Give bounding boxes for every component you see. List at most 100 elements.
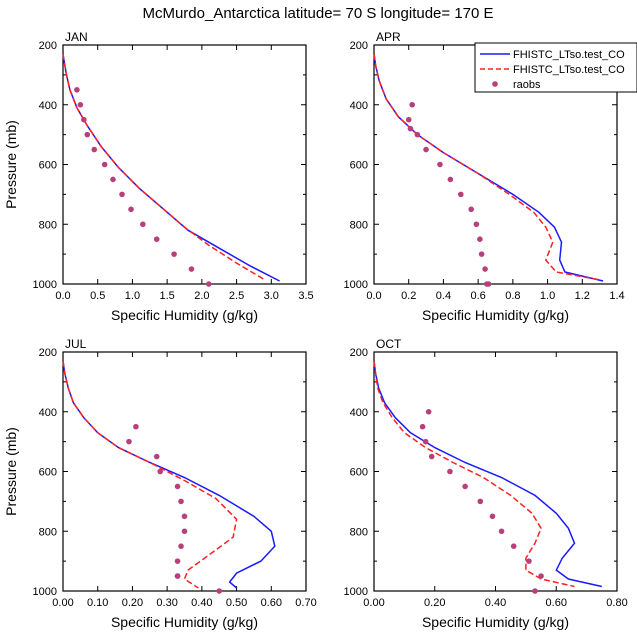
raobs-point: [485, 281, 492, 287]
legend-label-series1: FHISTC_LTso.test_CO: [513, 49, 625, 61]
raobs-point: [188, 266, 195, 272]
series-dashed-line: [373, 360, 575, 588]
raobs-point: [101, 161, 108, 168]
y-tick-label: 800: [350, 219, 368, 231]
raobs-point: [447, 468, 453, 475]
raobs-point: [153, 453, 160, 460]
x-tick-label: 0.20: [122, 597, 143, 609]
series-dashed-line: [62, 360, 238, 589]
legend-swatch-dots: [492, 81, 498, 87]
x-axis-title: Specific Humidity (g/kg): [111, 307, 258, 323]
x-tick-label: 3.0: [264, 290, 279, 302]
raobs-point: [422, 438, 429, 445]
x-tick-label: 0.2: [401, 290, 416, 302]
y-tick-label: 1000: [344, 586, 368, 598]
x-tick-label: 0.40: [485, 597, 506, 609]
series-dashed-line: [62, 53, 265, 281]
chart-panel-apr: APR 0.0 0.2 0.4 0.6 0.8 1.0 1.2 1.4 200 400 600 800 1…: [344, 30, 625, 323]
y-tick-label: 200: [350, 347, 368, 359]
raobs-point: [477, 236, 483, 242]
raobs-point: [457, 191, 464, 198]
x-axis-title: Specific Humidity (g/kg): [422, 614, 569, 630]
raobs-point: [414, 131, 421, 138]
x-tick-label: 1.5: [159, 290, 174, 302]
chart-panel-oct: OCT 0.00 0.20 0.40 0.60 0.80 200 400 600 800 1000 S…: [344, 337, 628, 630]
raobs-point: [174, 483, 181, 490]
x-tick-label: 0.6: [470, 290, 485, 302]
x-tick-label: 0.00: [363, 597, 384, 609]
x-tick-label: 0.60: [261, 597, 282, 609]
raobs-point: [110, 176, 116, 183]
series-solid-line: [62, 360, 276, 589]
x-axis-title: Specific Humidity (g/kg): [111, 614, 258, 630]
panel-label: OCT: [376, 337, 402, 351]
raobs-point: [171, 251, 177, 257]
y-axis-title: Pressure (mb): [3, 427, 19, 516]
raobs-point: [181, 513, 188, 520]
x-tick-label: 0.5: [90, 290, 105, 302]
y-tick-label: 200: [39, 347, 57, 359]
y-tick-label: 600: [39, 160, 57, 172]
raobs-point: [437, 161, 443, 168]
x-tick-label: 0.20: [424, 597, 445, 609]
raobs-point: [405, 116, 412, 123]
plot-frame: [62, 351, 307, 592]
x-tick-label: 0.40: [191, 597, 212, 609]
plot-frame: [62, 44, 307, 285]
y-tick-label: 400: [350, 100, 368, 112]
legend-box: [474, 42, 637, 93]
x-tick-label: 0.50: [226, 597, 247, 609]
panels: JAN 0.0 0.5 1.0 1.5 2.0 2.5 3.0 3.5 200 400 600 800 1…: [3, 30, 628, 630]
y-tick-label: 1000: [33, 279, 57, 291]
x-tick-label: 0.60: [546, 597, 567, 609]
y-tick-label: 800: [350, 526, 368, 538]
raobs-point: [126, 438, 132, 445]
y-tick-label: 600: [350, 160, 368, 172]
raobs-point: [128, 206, 134, 213]
raobs-point: [419, 423, 426, 430]
raobs-point: [489, 513, 496, 520]
x-tick-label: 3.5: [298, 290, 313, 302]
x-tick-label: 2.0: [194, 290, 209, 302]
x-tick-label: 1.0: [125, 290, 140, 302]
raobs-point: [77, 101, 84, 108]
raobs-point: [407, 125, 414, 132]
raobs-point: [178, 543, 184, 549]
raobs-point: [74, 87, 80, 93]
panel-label: APR: [376, 30, 401, 44]
x-tick-label: 0.00: [52, 597, 73, 609]
x-tick-label: 2.5: [229, 290, 244, 302]
raobs-point: [482, 266, 488, 272]
series-dashed-line: [373, 53, 599, 281]
raobs-point: [538, 573, 544, 579]
raobs-point: [447, 176, 454, 183]
raobs-point: [174, 573, 181, 579]
legend: FHISTC_LTso.test_CO FHISTC_LTso.test_CO …: [474, 42, 637, 93]
raobs-point: [140, 221, 146, 228]
raobs-point: [428, 453, 435, 460]
raobs-point: [425, 408, 432, 415]
series-solid-line: [373, 360, 602, 588]
raobs-point: [477, 498, 484, 505]
raobs-point: [174, 558, 181, 564]
y-tick-label: 200: [350, 40, 368, 52]
y-tick-label: 200: [39, 40, 57, 52]
raobs-point: [133, 423, 139, 430]
x-tick-label: 0.0: [55, 290, 70, 302]
raobs-point: [478, 251, 485, 257]
y-tick-label: 400: [39, 100, 57, 112]
y-tick-label: 400: [350, 407, 368, 419]
y-tick-label: 800: [39, 526, 57, 538]
chart-panel-jul: JUL 0.00 0.10 0.20 0.30 0.40 0.50 0.60 0.70 200 40…: [3, 337, 317, 630]
raobs-point: [181, 528, 188, 535]
raobs-point: [532, 588, 538, 594]
raobs-point: [409, 101, 415, 108]
raobs-point: [206, 281, 212, 287]
x-tick-label: 0.10: [87, 597, 108, 609]
raobs-point: [498, 528, 505, 535]
x-tick-label: 0.0: [366, 290, 381, 302]
y-tick-label: 1000: [344, 279, 368, 291]
y-axis-title: Pressure (mb): [3, 120, 19, 209]
y-tick-label: 400: [39, 407, 57, 419]
